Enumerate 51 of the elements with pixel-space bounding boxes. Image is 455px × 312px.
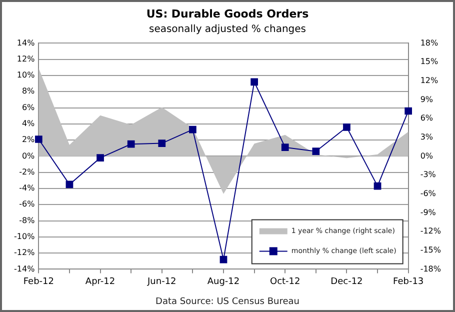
point xyxy=(127,140,135,148)
y2-tick-label: 9% xyxy=(420,94,434,104)
y-tick-label: 14% xyxy=(16,38,36,48)
point xyxy=(220,256,228,264)
y-tick-label: -14% xyxy=(14,264,36,274)
point xyxy=(343,123,350,131)
y2-tick-label: -3% xyxy=(420,170,436,180)
point xyxy=(66,180,74,188)
x-tick-label: Feb-12 xyxy=(23,276,54,287)
point xyxy=(404,107,412,115)
point xyxy=(158,140,166,147)
x-tick-label: Apr-12 xyxy=(85,276,116,287)
y2-tick-label: -18% xyxy=(420,264,442,274)
x-tick-label: Dec-12 xyxy=(330,276,363,287)
y2-tick-label: -9% xyxy=(420,208,436,217)
x-tick-label: Feb-13 xyxy=(393,276,424,287)
y-tick-label: 8% xyxy=(22,86,36,96)
x-tick-label: Aug-12 xyxy=(207,276,240,287)
y2-tick-label: -15% xyxy=(420,245,442,254)
point xyxy=(96,154,104,162)
y-tick-label: -4% xyxy=(19,184,36,193)
x-tick-label: Oct-12 xyxy=(270,276,300,287)
chart-title: US: Durable Goods Orders xyxy=(146,7,310,20)
point xyxy=(250,78,258,86)
y2-tick-label: 18% xyxy=(420,38,439,48)
y-tick-label: -6% xyxy=(19,200,36,209)
y2-tick-label: 0% xyxy=(420,151,434,160)
source-note: Data Source: US Census Bureau xyxy=(156,297,300,307)
chart-subtitle: seasonally adjusted % changes xyxy=(148,24,306,35)
y-tick-label: 10% xyxy=(16,70,36,80)
y-tick-label: 2% xyxy=(22,135,36,144)
point xyxy=(374,182,382,190)
y-tick-label: -8% xyxy=(19,216,36,225)
y2-tick-label: 3% xyxy=(420,132,434,142)
y2-tick-label: 6% xyxy=(420,114,434,123)
y-tick-label: -12% xyxy=(14,248,36,258)
y-tick-label: 4% xyxy=(22,118,36,128)
y2-tick-label: 15% xyxy=(420,57,439,66)
y2-tick-label: 12% xyxy=(420,76,439,85)
x-tick-label: Jun-12 xyxy=(146,276,176,287)
y2-tick-label: -6% xyxy=(420,188,436,198)
point xyxy=(189,126,196,134)
point xyxy=(34,136,42,143)
y-tick-label: 0% xyxy=(22,151,36,160)
y-tick-label: 6% xyxy=(22,102,36,112)
point xyxy=(312,148,320,156)
y-tick-label: 12% xyxy=(16,54,36,64)
y-tick-label: -2% xyxy=(19,167,36,176)
y2-tick-label: -12% xyxy=(420,226,442,236)
y-tick-label: -10% xyxy=(14,232,36,241)
point xyxy=(281,144,289,152)
